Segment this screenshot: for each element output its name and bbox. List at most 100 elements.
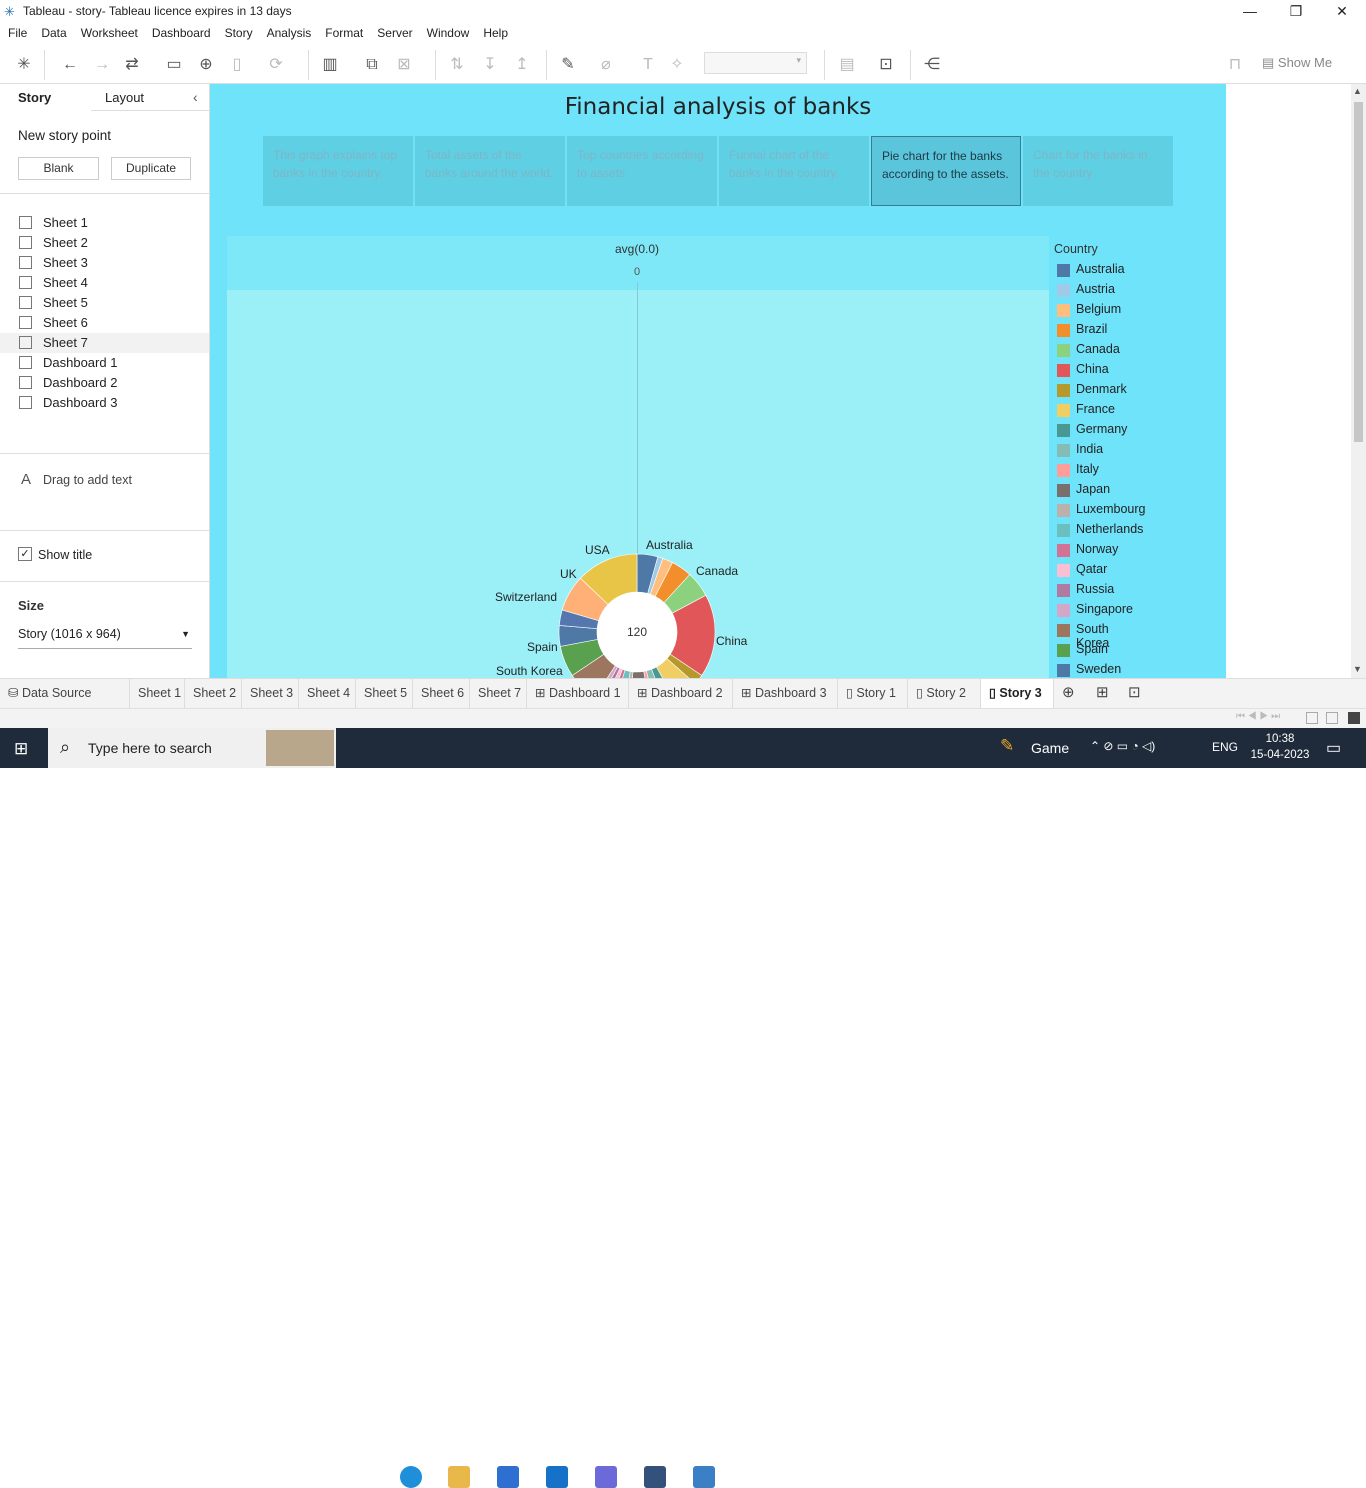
refresh-icon[interactable]: ⟳ bbox=[269, 56, 283, 73]
vertical-scrollbar[interactable]: ▲ ▼ bbox=[1351, 84, 1366, 678]
tab-data-source[interactable]: ⛁ Data Source bbox=[0, 679, 130, 708]
pin-icon[interactable]: ✧ bbox=[670, 56, 684, 73]
mail-icon[interactable] bbox=[546, 1466, 568, 1488]
redo-icon[interactable]: → bbox=[94, 56, 110, 73]
python-app-icon[interactable] bbox=[644, 1466, 666, 1488]
grid-view-icon[interactable] bbox=[1306, 712, 1318, 724]
close-button[interactable]: ✕ bbox=[1336, 3, 1348, 19]
store-icon[interactable] bbox=[497, 1466, 519, 1488]
size-dropdown[interactable]: Story (1016 x 964) ▼ bbox=[18, 627, 192, 649]
menu-data[interactable]: Data bbox=[41, 26, 67, 40]
story-point-3[interactable]: Top countries according to assets. bbox=[567, 136, 717, 206]
new-worksheet-tab-icon[interactable]: ⊕ bbox=[1062, 684, 1075, 701]
scroll-thumb[interactable] bbox=[1354, 102, 1363, 442]
tab-sheet-1[interactable]: Sheet 1 bbox=[130, 679, 185, 708]
show-me-button[interactable]: ▤ Show Me bbox=[1262, 55, 1333, 70]
sidebar-item-sheet-7[interactable]: Sheet 7 bbox=[0, 333, 209, 353]
menu-file[interactable]: File bbox=[8, 26, 28, 40]
story-point-6[interactable]: Chart for the banks in the country bbox=[1023, 136, 1173, 206]
nav-arrows-icon[interactable]: ⏮ ◀ ▶ ⏭ bbox=[1236, 711, 1281, 722]
tab-story-3[interactable]: ▯ Story 3 bbox=[981, 679, 1054, 708]
duplicate-button[interactable]: Duplicate bbox=[111, 157, 191, 180]
story-point-1[interactable]: This graph explains top banks in the cou… bbox=[263, 136, 413, 206]
replay-icon[interactable]: ⇄ bbox=[125, 56, 139, 73]
minimize-button[interactable]: — bbox=[1243, 3, 1257, 19]
group-icon[interactable]: ⌀ bbox=[601, 56, 611, 73]
swap-icon[interactable]: ⇅ bbox=[450, 56, 464, 73]
duplicate-icon[interactable]: ⧉ bbox=[366, 56, 378, 73]
story-point-4[interactable]: Funnal chart of the banks in the country… bbox=[719, 136, 869, 206]
menu-dashboard[interactable]: Dashboard bbox=[151, 26, 211, 40]
sort-ascending-icon[interactable]: ↧ bbox=[483, 56, 497, 73]
taskbar-search[interactable]: ⌕ Type here to search bbox=[48, 728, 336, 768]
tab-story[interactable]: Story bbox=[18, 90, 52, 105]
new-data-source-icon[interactable]: ⊕ bbox=[199, 56, 213, 73]
menu-analysis[interactable]: Analysis bbox=[266, 26, 312, 40]
tab-sheet-6[interactable]: Sheet 6 bbox=[413, 679, 470, 708]
windows-start-icon[interactable]: ⊞ bbox=[14, 739, 29, 758]
sidebar-item-dashboard-1[interactable]: Dashboard 1 bbox=[0, 353, 209, 373]
menu-story[interactable]: Story bbox=[224, 26, 253, 40]
tableau-taskbar-icon[interactable] bbox=[693, 1466, 715, 1488]
fit-dropdown[interactable]: ▾ bbox=[704, 52, 807, 74]
collapse-icon[interactable]: ‹ bbox=[193, 89, 198, 105]
new-worksheet-icon[interactable]: ▥ bbox=[322, 56, 338, 73]
tab-sheet-3[interactable]: Sheet 3 bbox=[242, 679, 299, 708]
tab-sheet-2[interactable]: Sheet 2 bbox=[185, 679, 242, 708]
file-explorer-icon[interactable] bbox=[448, 1466, 470, 1488]
restore-button[interactable]: ❐ bbox=[1289, 3, 1303, 19]
sidebar-item-sheet-5[interactable]: Sheet 5 bbox=[0, 293, 209, 313]
clock[interactable]: 10:38 15-04-2023 bbox=[1250, 731, 1310, 763]
tab-sheet-4[interactable]: Sheet 4 bbox=[299, 679, 356, 708]
edge-icon[interactable] bbox=[400, 1466, 422, 1488]
tab-story-1[interactable]: ▯ Story 1 bbox=[838, 679, 908, 708]
clear-sheet-icon[interactable]: ⊠ bbox=[397, 56, 411, 73]
tray-icons[interactable]: ⌃ ⊘ ▭ ◔ ◁) bbox=[1090, 739, 1156, 753]
label-icon[interactable]: T bbox=[643, 56, 653, 73]
scroll-down-icon[interactable]: ▼ bbox=[1353, 664, 1362, 674]
undo-icon[interactable]: ← bbox=[62, 56, 78, 73]
presentation-icon[interactable]: ⊡ bbox=[879, 56, 893, 73]
sidebar-item-dashboard-3[interactable]: Dashboard 3 bbox=[0, 393, 209, 413]
menu-worksheet[interactable]: Worksheet bbox=[80, 26, 138, 40]
sidebar-item-sheet-4[interactable]: Sheet 4 bbox=[0, 273, 209, 293]
blank-button[interactable]: Blank bbox=[18, 157, 99, 180]
tab-dashboard-3[interactable]: ⊞ Dashboard 3 bbox=[733, 679, 838, 708]
sidebar-item-sheet-1[interactable]: Sheet 1 bbox=[0, 213, 209, 233]
tab-dashboard-1[interactable]: ⊞ Dashboard 1 bbox=[527, 679, 629, 708]
tab-view-icon[interactable] bbox=[1348, 712, 1360, 724]
drag-to-add-text[interactable]: Drag to add text bbox=[43, 473, 132, 487]
tableau-icon[interactable]: ✳ bbox=[17, 56, 31, 73]
menu-help[interactable]: Help bbox=[483, 26, 508, 40]
filmstrip-view-icon[interactable] bbox=[1326, 712, 1338, 724]
fit-icon[interactable]: ▤ bbox=[839, 56, 855, 73]
tab-sheet-7[interactable]: Sheet 7 bbox=[470, 679, 527, 708]
pause-updates-icon[interactable]: ▯ bbox=[232, 56, 242, 73]
menu-window[interactable]: Window bbox=[426, 26, 470, 40]
paint-icon[interactable]: ⊓ bbox=[1228, 56, 1242, 73]
game-icon[interactable]: ✎ bbox=[1000, 736, 1015, 755]
scroll-up-icon[interactable]: ▲ bbox=[1353, 86, 1362, 96]
task-view-icon[interactable]: ▣ bbox=[353, 1468, 369, 1485]
language-indicator[interactable]: ENG bbox=[1212, 740, 1239, 754]
story-point-2[interactable]: Total assets of the banks around the wor… bbox=[415, 136, 565, 206]
save-icon[interactable]: ▭ bbox=[166, 56, 182, 73]
tab-story-2[interactable]: ▯ Story 2 bbox=[908, 679, 981, 708]
tab-dashboard-2[interactable]: ⊞ Dashboard 2 bbox=[629, 679, 733, 708]
menu-format[interactable]: Format bbox=[325, 26, 364, 40]
story-point-5[interactable]: Pie chart for the banks according to the… bbox=[871, 136, 1021, 206]
menu-server[interactable]: Server bbox=[377, 26, 413, 40]
sidebar-item-sheet-6[interactable]: Sheet 6 bbox=[0, 313, 209, 333]
sidebar-item-dashboard-2[interactable]: Dashboard 2 bbox=[0, 373, 209, 393]
tab-layout[interactable]: Layout bbox=[105, 90, 145, 105]
sidebar-item-sheet-2[interactable]: Sheet 2 bbox=[0, 233, 209, 253]
share-icon[interactable]: ⋲ bbox=[924, 56, 940, 73]
app-icon[interactable] bbox=[595, 1466, 617, 1488]
tab-sheet-5[interactable]: Sheet 5 bbox=[356, 679, 413, 708]
highlight-icon[interactable]: ✎ bbox=[561, 56, 575, 73]
notification-icon[interactable]: ▭ bbox=[1326, 740, 1342, 757]
show-title-checkbox[interactable]: ✓ bbox=[18, 547, 32, 561]
new-dashboard-tab-icon[interactable]: ⊞ bbox=[1096, 684, 1109, 701]
sort-descending-icon[interactable]: ↥ bbox=[515, 56, 529, 73]
sidebar-item-sheet-3[interactable]: Sheet 3 bbox=[0, 253, 209, 273]
